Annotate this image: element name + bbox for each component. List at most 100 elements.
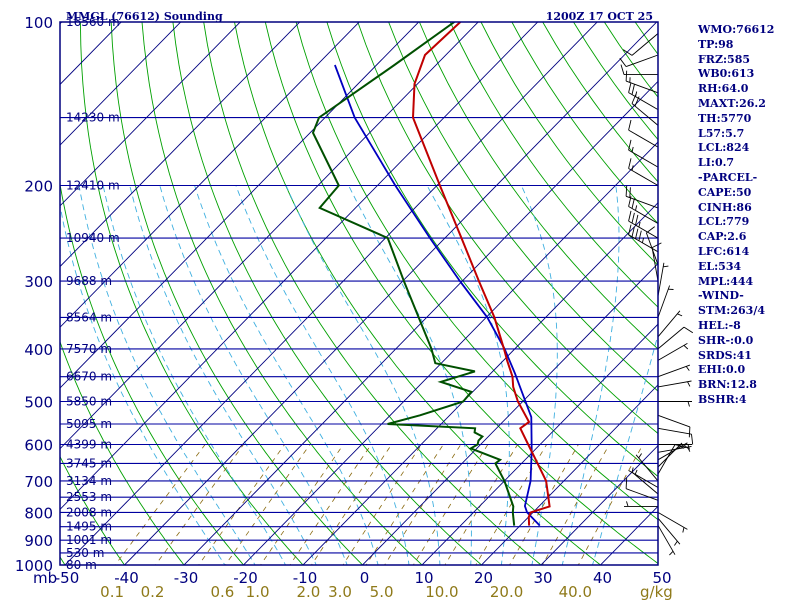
mixing-ratio-line <box>577 444 644 565</box>
valid-time: 1200Z 17 OCT 25 <box>546 10 653 23</box>
temperature-tick-labels: mb -50 -40 -30 -20 -10 0 10 20 30 40 50 <box>33 569 672 587</box>
wind-barb-feather <box>629 187 631 198</box>
wind-barb-half-feather <box>638 453 642 459</box>
wind-barb-staff <box>628 129 659 148</box>
wind-barb <box>657 310 683 338</box>
wind-barb-half-feather <box>683 345 689 350</box>
index-item: SHR-:0.0 <box>698 333 754 347</box>
pressure-tick-label: 1000 <box>15 557 53 575</box>
wind-barb <box>628 210 659 239</box>
height-label: 7570 m <box>66 342 112 356</box>
isotherm-line <box>64 22 598 565</box>
index-item: -WIND- <box>698 289 744 303</box>
wind-barb-staff <box>625 488 659 501</box>
wind-barb-half-feather <box>641 237 645 243</box>
temperature-tick-label: -50 <box>55 569 80 587</box>
wind-barb-staff <box>625 195 659 209</box>
wind-barb-staff <box>657 310 681 338</box>
wind-barb-half-feather <box>669 550 674 556</box>
isotherm-line <box>60 22 301 268</box>
height-label: 2008 m <box>66 505 112 519</box>
temperature-tick-label: -40 <box>114 569 139 587</box>
temperature-tick-label: 40 <box>593 569 612 587</box>
wind-barb <box>619 54 659 68</box>
height-label: 3745 m <box>66 456 112 470</box>
pressure-tick-label: 300 <box>24 273 53 291</box>
index-item: FRZ:585 <box>698 52 751 66</box>
wind-barb-staff <box>657 285 671 318</box>
moist-adiabat-line <box>520 185 558 565</box>
index-item: WMO:76612 <box>698 23 775 36</box>
index-item: TH:5770 <box>698 111 752 125</box>
wind-barb-half-feather <box>685 366 690 371</box>
wind-barb-staff <box>657 326 685 350</box>
isotherm-line <box>480 384 658 565</box>
wind-barb-staff <box>635 454 659 482</box>
wind-barb-feather <box>628 224 632 235</box>
mixing-ratio-line <box>198 444 285 565</box>
index-item: MAXT:26.2 <box>698 96 766 110</box>
mixing-ratio-line <box>342 444 422 565</box>
wind-barb-staff <box>625 54 659 68</box>
wind-barb-half-feather <box>687 444 690 450</box>
wind-barb-feather <box>620 64 625 75</box>
isotherm-line <box>60 22 479 450</box>
wind-barb-feather <box>651 242 662 249</box>
isotherms <box>60 22 658 565</box>
wind-barb-half-feather <box>631 146 634 153</box>
isotherm-line <box>60 22 420 389</box>
pressure-tick-label: 700 <box>24 473 53 491</box>
wind-barb-half-feather <box>687 401 690 407</box>
isotherm-line <box>302 202 658 565</box>
height-label: 8564 m <box>66 310 112 324</box>
wind-barb-feather <box>631 226 635 237</box>
moist-adiabat-line <box>159 185 348 565</box>
wind-barb <box>628 224 659 253</box>
mixing-ratio-line <box>542 444 610 565</box>
wind-barb-staff <box>631 103 659 126</box>
wind-barb-staff <box>628 92 659 110</box>
mixing-ratio-labels: 0.1 0.2 0.6 1.0 2.0 3.0 5.0 10.0 20.0 40… <box>100 583 673 600</box>
height-label: 14230 m <box>66 111 120 125</box>
mixing-ratio-label: 10.0 <box>425 583 458 600</box>
plot-background <box>60 22 658 565</box>
wind-barb-half-feather <box>631 165 634 171</box>
parcel-trace-line <box>334 64 541 527</box>
index-item: LCL:824 <box>698 141 750 155</box>
wind-barb-staff <box>657 444 676 475</box>
wind-barb-feather <box>628 158 632 169</box>
wind-barb <box>657 364 691 378</box>
wind-barb-half-feather <box>677 313 683 317</box>
wind-barb-staff <box>625 80 659 94</box>
height-labels: 16560 m 14230 m 12410 m 10940 m 9688 m 8… <box>66 15 120 572</box>
wind-barb-feather <box>619 57 627 67</box>
temperature-tick-label: 20 <box>474 569 493 587</box>
mixing-ratio-label: 1.0 <box>246 583 270 600</box>
wind-barb-half-feather <box>626 501 629 507</box>
wind-barb <box>628 119 659 148</box>
moist-adiabat-line <box>235 185 410 565</box>
wind-barb-staff <box>628 149 659 168</box>
index-item: HEL:-8 <box>698 318 741 332</box>
moist-adiabat-line <box>194 185 379 565</box>
isotherm-line <box>123 22 658 565</box>
height-label: 530 m <box>66 546 104 560</box>
mixing-ratio-lines <box>114 444 644 565</box>
wind-barb-half-feather <box>638 221 641 228</box>
mixing-ratio-label: 0.1 <box>100 583 124 600</box>
index-item: SRDS:41 <box>698 348 752 362</box>
pressure-tick-label: 400 <box>24 341 53 359</box>
index-item: EHI:0.0 <box>698 363 746 377</box>
wind-barb-staff <box>657 442 683 468</box>
wind-barb-staff <box>657 442 688 461</box>
moist-adiabat-line <box>561 185 620 565</box>
wind-barb <box>657 427 694 445</box>
wind-barb <box>657 414 691 438</box>
wind-barb-feather <box>628 82 632 93</box>
wind-barb <box>628 82 659 110</box>
pressure-tick-labels: 100 200 300 400 500 600 700 800 900 1000 <box>15 14 53 575</box>
wind-barb-half-feather <box>663 265 669 268</box>
wind-barb-staff <box>628 234 659 253</box>
dewpoint-line <box>311 22 516 526</box>
